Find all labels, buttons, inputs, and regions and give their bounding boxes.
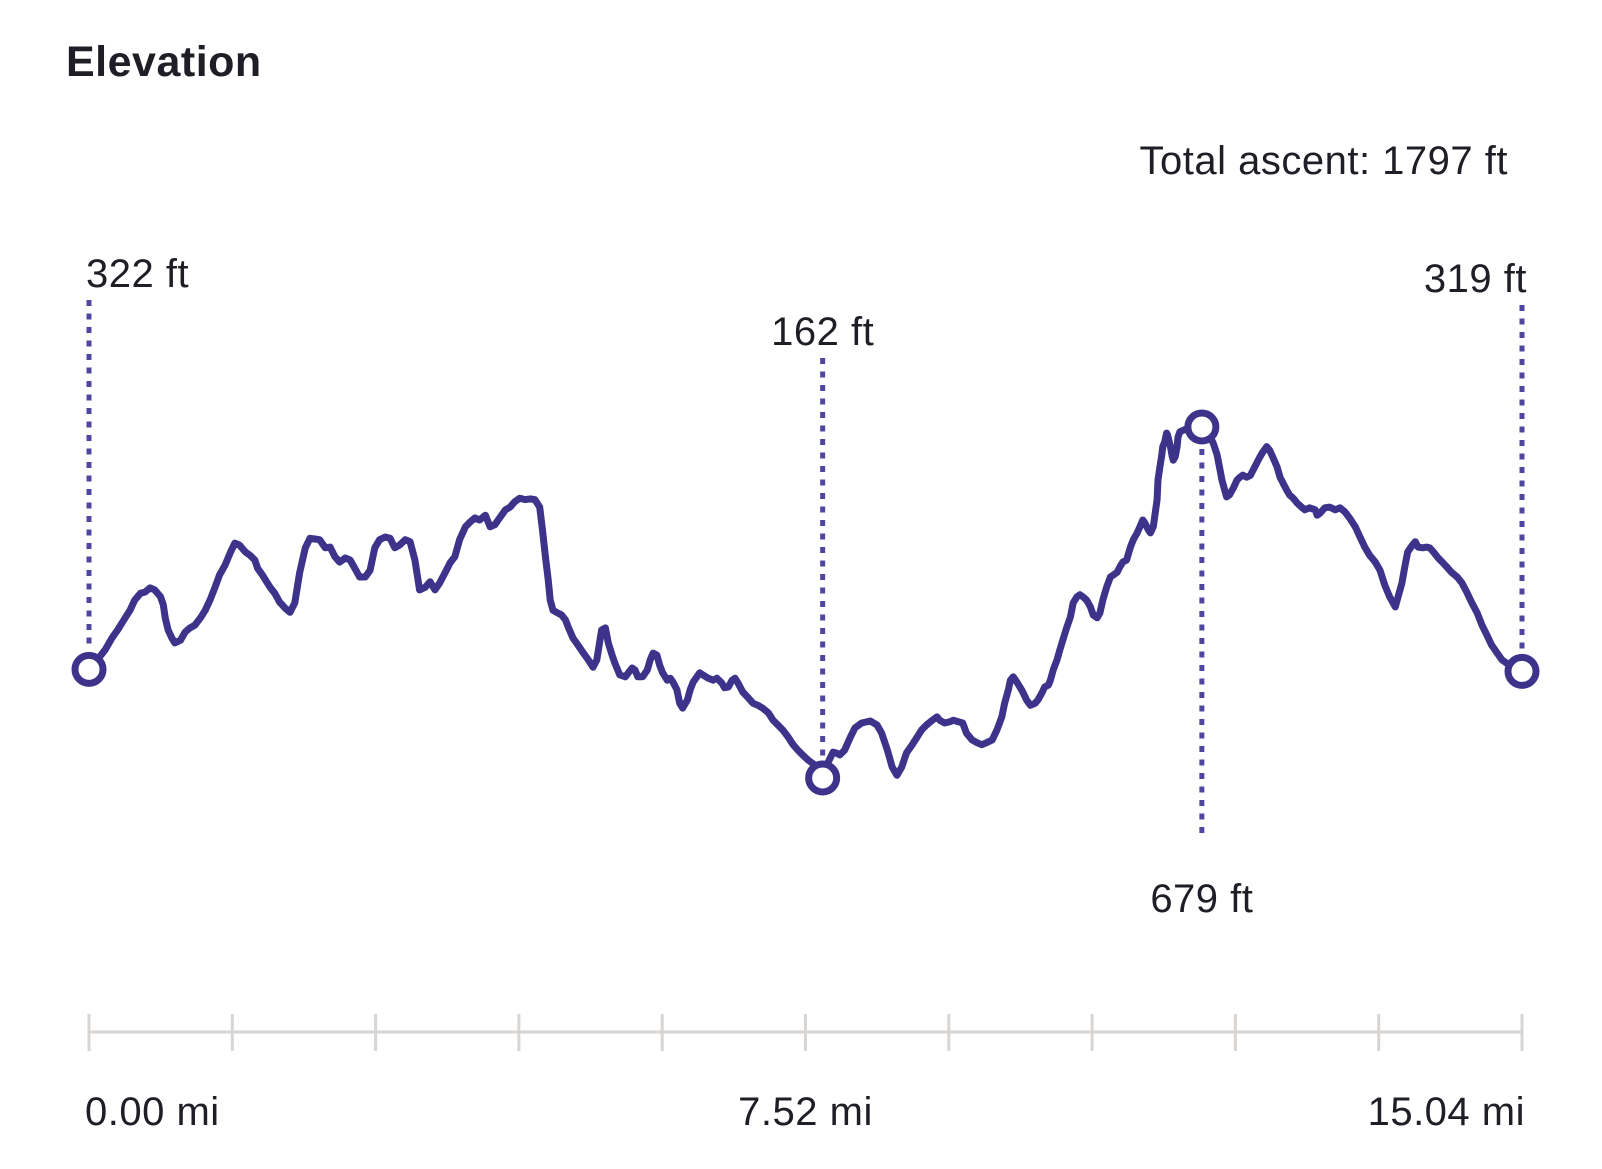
x-axis-label-mid: 7.52 mi <box>738 1090 873 1134</box>
low-elevation-label: 162 ft <box>771 310 874 354</box>
x-axis-label-end: 15.04 mi <box>1368 1090 1525 1134</box>
page-title: Elevation <box>66 38 262 86</box>
peak-elevation-label: 679 ft <box>1150 877 1253 921</box>
x-axis-ticks <box>87 1014 1524 1051</box>
start-point-marker <box>71 651 107 687</box>
end-elevation-label: 319 ft <box>1424 257 1527 301</box>
start-elevation-label: 322 ft <box>86 252 189 296</box>
low-point-marker <box>805 760 841 796</box>
x-axis: 0.00 mi 7.52 mi 15.04 mi <box>85 1014 1525 1134</box>
total-ascent-label: Total ascent: 1797 ft <box>1139 139 1508 183</box>
x-axis-label-start: 0.00 mi <box>85 1090 220 1134</box>
elevation-line <box>85 423 1526 782</box>
peak-point-marker <box>1184 409 1220 445</box>
end-point-marker <box>1504 653 1540 689</box>
